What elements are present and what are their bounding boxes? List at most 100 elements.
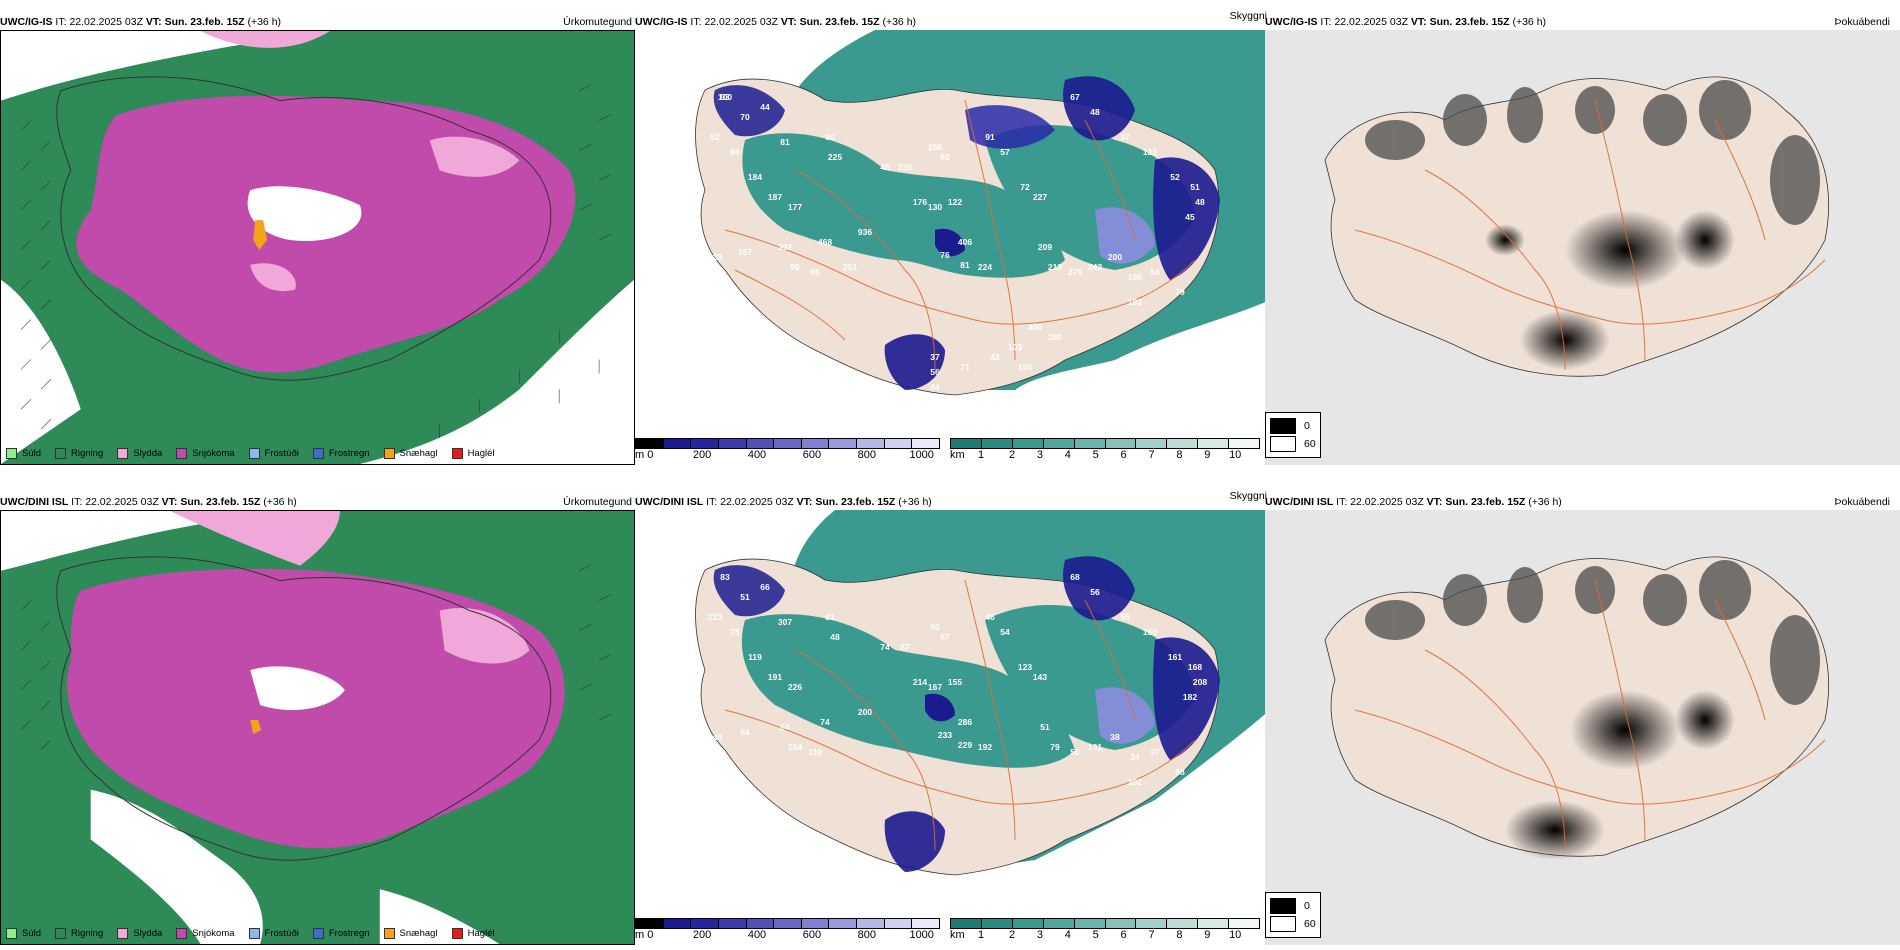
cloud-base-label: 123 bbox=[1018, 662, 1032, 672]
fog-legend-light-swatch bbox=[1270, 916, 1296, 932]
cloud-base-label: 50 bbox=[1070, 747, 1080, 757]
fog-legend-light: 60 bbox=[1304, 438, 1316, 450]
cloud-base-label: 52 bbox=[1170, 172, 1180, 182]
cloud-base-label: 105 bbox=[1018, 362, 1032, 372]
cloud-base-label: 208 bbox=[1193, 677, 1207, 687]
model-name: UWC/IG-IS bbox=[1265, 16, 1318, 28]
cloud-base-label: 88 bbox=[1175, 767, 1185, 777]
legend-item-freezing-drizzle: Frostúði bbox=[248, 448, 299, 459]
cloud-base-label: 57 bbox=[900, 642, 910, 652]
cloud-header: UWC/DINI ISL IT: 22.02.2025 03Z VT: Sun.… bbox=[635, 490, 1270, 509]
precip-legend: Súld Rigning Slydda Snjókoma Frostúði Fr… bbox=[6, 448, 495, 459]
panel-title: Skyggni bbox=[1229, 10, 1267, 22]
legend-item-hail: Haglél bbox=[451, 928, 495, 939]
visibility-unit: km bbox=[950, 449, 965, 461]
it-value: 22.02.2025 03Z bbox=[69, 16, 143, 28]
cloud-base-label: 100 bbox=[718, 92, 732, 102]
cloud-tick: 0 bbox=[647, 449, 654, 461]
it-value: 22.02.2025 03Z bbox=[720, 496, 794, 508]
cloud-base-label: 123 bbox=[708, 252, 722, 262]
fog-legend-dark-swatch bbox=[1270, 418, 1296, 434]
cloud-base-label: 81 bbox=[780, 137, 790, 147]
fog-legend: 0 60 bbox=[1265, 412, 1321, 458]
cloud-base-label: 254 bbox=[788, 742, 802, 752]
cloud-base-label: 191 bbox=[768, 672, 782, 682]
it-value: 22.02.2025 03Z bbox=[1350, 496, 1424, 508]
cloud-base-label: 400 bbox=[1028, 322, 1042, 332]
cloud-tick: 600 bbox=[802, 449, 822, 461]
cloud-base-label: 52 bbox=[710, 132, 720, 142]
cloud-base-label: 122 bbox=[948, 197, 962, 207]
legend-item-sleet: Slydda bbox=[117, 448, 162, 459]
cloud-base-label: 307 bbox=[778, 617, 792, 627]
vis-tick: 8 bbox=[1176, 449, 1183, 461]
cloud-base-label: 74 bbox=[820, 717, 830, 727]
cloud-base-unit: m bbox=[635, 449, 645, 461]
cloud-base-label: 70 bbox=[740, 112, 750, 122]
cloud-base-label: 44 bbox=[930, 382, 940, 392]
cloud-base-label: 81 bbox=[960, 260, 970, 270]
cloud-base-label: 213 bbox=[1048, 262, 1062, 272]
legend-item-freezing-rain: Frostregn bbox=[312, 928, 370, 939]
panel-title: Úrkomutegund bbox=[563, 496, 632, 508]
cloud-tick: 800 bbox=[857, 449, 876, 461]
fog-map bbox=[1265, 510, 1900, 945]
cloud-base-label: 67 bbox=[1070, 92, 1080, 102]
lead-time: (+36 h) bbox=[247, 16, 282, 28]
cloud-base-label: 233 bbox=[938, 730, 952, 740]
cloud-base-colorbar-swatches bbox=[635, 438, 940, 449]
it-label: IT: bbox=[71, 496, 83, 508]
cloud-base-label: 38 bbox=[1110, 732, 1120, 742]
cloud-base-label: 48 bbox=[830, 632, 840, 642]
vt-label: VT: bbox=[1426, 496, 1443, 508]
legend-item-freezing-rain: Frostregn bbox=[312, 448, 370, 459]
vis-tick: 6 bbox=[1120, 929, 1127, 941]
visibility-colorbar-swatches bbox=[950, 438, 1260, 449]
cloud-base-unit: m bbox=[635, 929, 645, 941]
vt-label: VT: bbox=[161, 496, 178, 508]
vis-tick: 4 bbox=[1064, 449, 1071, 461]
cloud-base-label: 168 bbox=[1188, 662, 1202, 672]
cloud-base-label: 51 bbox=[1190, 182, 1200, 192]
cloud-base-label: 37 bbox=[930, 352, 940, 362]
cloud-panel-row1: UWC/IG-IS IT: 22.02.2025 03Z VT: Sun. 23… bbox=[635, 10, 1270, 465]
cloud-base-label: 44 bbox=[760, 102, 770, 112]
cloud-base-label: 224 bbox=[978, 262, 992, 272]
cloud-base-label: 200 bbox=[858, 707, 872, 717]
vis-tick: 1 bbox=[977, 929, 985, 941]
lead-time: (+36 h) bbox=[898, 496, 932, 508]
cloud-base-label: 79 bbox=[1050, 742, 1060, 752]
legend-item-snow: Snjókoma bbox=[176, 448, 235, 459]
cloud-base-label: 90 bbox=[825, 132, 835, 142]
vis-tick: 7 bbox=[1148, 929, 1155, 941]
cloud-base-label: 131 bbox=[1088, 742, 1102, 752]
cloud-base-label: 110 bbox=[808, 747, 822, 757]
model-name: UWC/IG-IS bbox=[635, 16, 688, 28]
cloud-base-label: 242 bbox=[1088, 262, 1102, 272]
cloud-base-label: 123 bbox=[708, 612, 722, 622]
cloud-base-label: 192 bbox=[978, 742, 992, 752]
visibility-colorbar-swatches bbox=[950, 918, 1260, 929]
vis-tick: 3 bbox=[1036, 449, 1043, 461]
legend-item-snow-pellets: Snæhagl bbox=[383, 448, 438, 459]
it-label: IT: bbox=[1336, 496, 1348, 508]
cloud-base-label: 45 bbox=[1185, 212, 1195, 222]
cloud-base-label: 81 bbox=[825, 612, 835, 622]
cloud-base-label: 76 bbox=[940, 250, 950, 260]
cloud-tick: 0 bbox=[647, 929, 654, 941]
panel-title: Þokuábendi bbox=[1834, 16, 1890, 28]
visibility-unit: km bbox=[950, 929, 965, 941]
cloud-base-label: 468 bbox=[818, 237, 832, 247]
cloud-base-label: 54 bbox=[1000, 627, 1010, 637]
cloud-tick: 600 bbox=[802, 929, 822, 941]
cloud-base-label: 157 bbox=[738, 247, 752, 257]
it-label: IT: bbox=[706, 496, 718, 508]
fog-legend: 0 60 bbox=[1265, 892, 1321, 938]
precip-legend: Súld Rigning Slydda Snjókoma Frostúði Fr… bbox=[6, 928, 495, 939]
cloud-base-label: 302 bbox=[1128, 777, 1142, 787]
model-name: UWC/DINI ISL bbox=[0, 496, 69, 508]
vis-tick: 5 bbox=[1092, 929, 1099, 941]
cloud-base-label: 103 bbox=[1008, 342, 1022, 352]
cloud-base-label: 64 bbox=[740, 727, 750, 737]
cloud-base-label: 54 bbox=[1150, 267, 1160, 277]
